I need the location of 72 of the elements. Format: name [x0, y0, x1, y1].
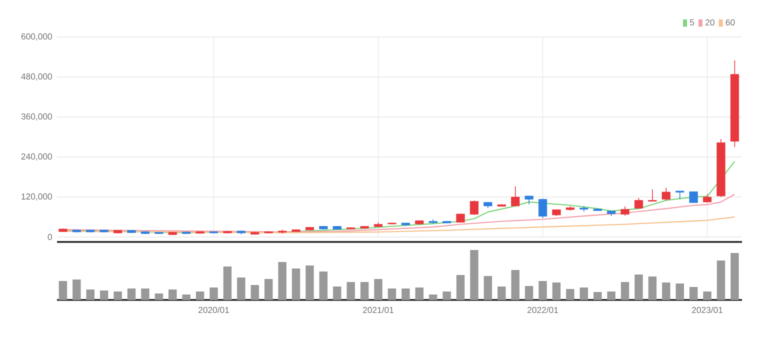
candlestick [620, 206, 630, 216]
bar [484, 276, 492, 300]
bar [182, 294, 190, 300]
bar [346, 282, 355, 300]
bar [498, 286, 506, 300]
bar [524, 286, 534, 300]
bar [100, 290, 108, 300]
bar [168, 289, 177, 300]
bar [264, 278, 273, 300]
bar [538, 280, 547, 300]
x-tick-label: 2021/01 [363, 306, 394, 314]
bar [86, 289, 94, 300]
bar [388, 288, 396, 300]
bar [237, 277, 246, 300]
bar [250, 284, 259, 300]
bar [730, 252, 739, 300]
bar [470, 250, 478, 300]
bar [552, 282, 561, 300]
candlestick [689, 191, 698, 204]
y-tick-label: 120,000 [22, 193, 52, 201]
bar [154, 293, 164, 300]
bar [593, 292, 602, 300]
bar [703, 291, 712, 300]
bar [580, 287, 588, 300]
bar [306, 265, 314, 300]
y-tick-label: 480,000 [21, 73, 52, 81]
bar [607, 291, 616, 300]
bar [415, 287, 424, 300]
bar [442, 291, 451, 300]
candlestick [648, 188, 657, 202]
bar [141, 288, 150, 300]
bar [223, 266, 232, 300]
bar [648, 276, 657, 300]
bar [278, 262, 286, 300]
bar [333, 286, 342, 300]
bar [676, 283, 684, 300]
bar [662, 282, 670, 300]
y-tick-label: 600,000 [21, 33, 52, 41]
bar [374, 278, 382, 300]
bar [456, 274, 465, 300]
bar [58, 280, 68, 300]
y-tick-label: 240,000 [21, 153, 52, 161]
candlestick [676, 190, 684, 200]
x-tick-label: 2023/01 [692, 306, 722, 314]
bar [689, 286, 698, 300]
x-tick-label: 2020/01 [198, 306, 229, 314]
candlestick [634, 198, 644, 209]
candlestick [538, 198, 548, 218]
candlestick [511, 186, 520, 206]
bar [127, 288, 136, 300]
bar [511, 270, 520, 300]
y-tick-label: 360,000 [21, 113, 52, 121]
candlestick [470, 200, 479, 216]
bar [360, 282, 369, 300]
bar [319, 271, 328, 300]
bar [114, 291, 122, 300]
x-tick-label: 2022/01 [528, 306, 558, 314]
bar [716, 260, 726, 300]
bar [620, 282, 630, 300]
bar [210, 287, 218, 300]
bar [566, 288, 574, 300]
legend-label: 60 [726, 19, 735, 26]
legend-label: 20 [706, 19, 714, 26]
y-tick-label: 0 [48, 234, 52, 240]
bar [196, 291, 204, 300]
candlestick [662, 187, 670, 202]
bar [428, 294, 438, 300]
bar [72, 279, 81, 300]
bar [402, 288, 410, 300]
bar [634, 274, 643, 300]
legend-label: 5 [690, 19, 694, 26]
bar [292, 268, 300, 300]
